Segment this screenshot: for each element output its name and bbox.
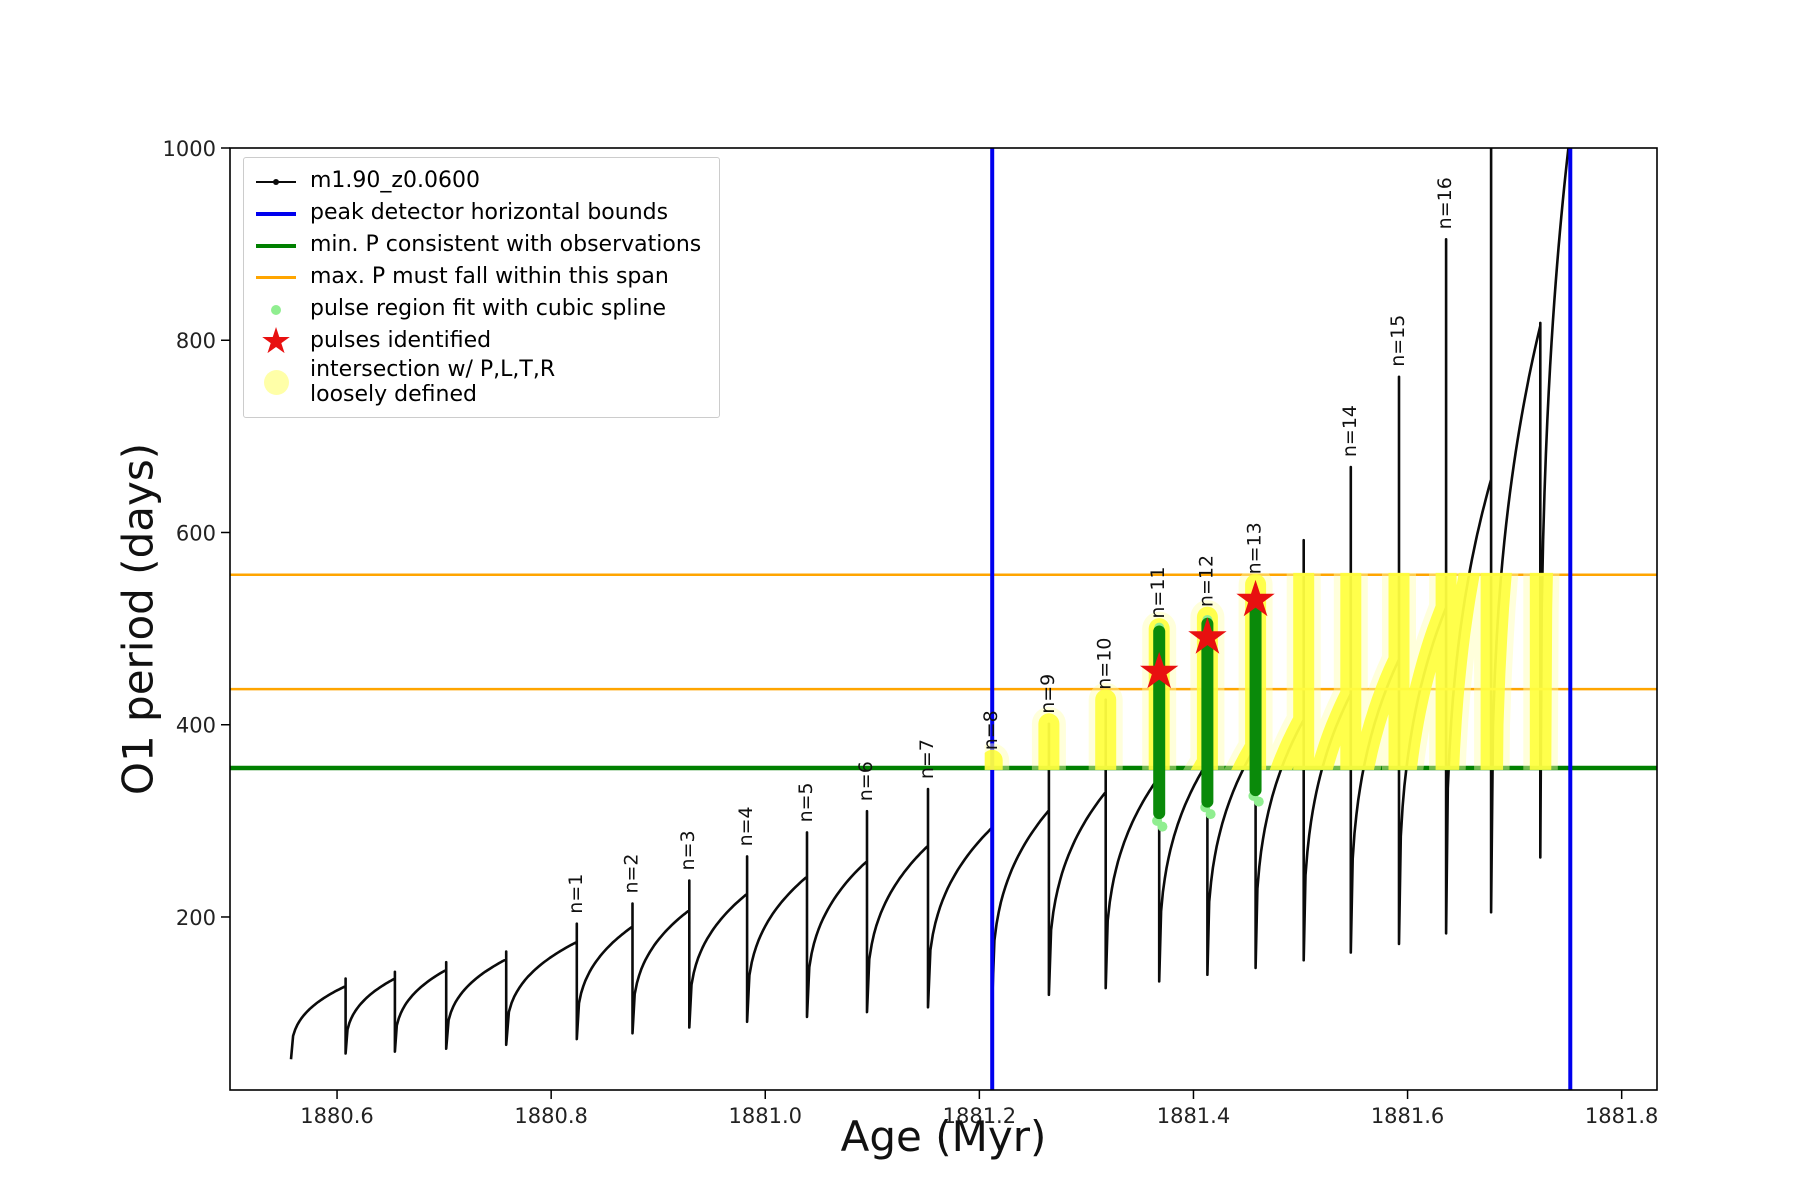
legend-label: min. P consistent with observations [310,232,702,258]
cycle-label: n=10 [1094,638,1116,690]
legend-item-spline: pulse region fit with cubic spline [254,294,701,325]
axes: 1880.6 1880.8 1881.0 1881.2 1881.4 1881.6 1881… [163,137,1659,1128]
cycle-label: n=12 [1195,555,1217,607]
x-tick-label: 1881.4 [1157,1104,1230,1128]
pulse-star-icon: ★ [1233,570,1278,628]
y-tick-label: 800 [176,329,216,353]
legend-label: m1.90_z0.0600 [310,168,480,194]
x-tick-label: 1880.8 [514,1104,587,1128]
green-line-swatch [254,231,298,261]
cycle-label: n=7 [916,739,938,779]
green-dot-swatch [254,295,298,325]
x-tick-label: 1881.0 [729,1104,802,1128]
series-line-marker-swatch [254,167,298,197]
spline-dot [1205,809,1216,820]
spline-dot [1253,796,1264,807]
blue-line-swatch [254,199,298,229]
legend-item-intersection: intersection w/ P,L,T,R loosely defined [254,357,701,407]
cycle-label: n=6 [855,761,877,801]
cycle-label: n=11 [1147,566,1169,618]
cycle-label: n=2 [621,853,643,893]
legend-item-series: m1.90_z0.0600 [254,166,701,197]
legend-label: pulses identified [310,328,492,354]
legend-label: pulse region fit with cubic spline [310,296,667,322]
spline-dot [1157,821,1168,832]
x-tick-label: 1881.8 [1585,1104,1658,1128]
red-star-icon [254,327,298,357]
legend-label: peak detector horizontal bounds [310,200,669,226]
x-tick-label: 1880.6 [300,1104,373,1128]
pulse-star-icon: ★ [1137,642,1182,700]
cycle-label: n=8 [980,710,1002,750]
legend-item-max-p: max. P must fall within this span [254,262,701,293]
x-axis-label: Age (Myr) [840,1112,1047,1161]
x-tick-label: 1881.2 [943,1104,1016,1128]
cycle-label: n=15 [1387,315,1409,367]
cycle-label: n=1 [565,874,587,914]
legend-item-min-p: min. P consistent with observations [254,230,701,261]
y-tick-label: 1000 [163,137,216,161]
legend: m1.90_z0.0600 peak detector horizontal b… [243,157,721,419]
cycle-label: n=13 [1244,522,1266,574]
y-tick-label: 400 [176,714,216,738]
cycle-label: n=14 [1339,405,1361,457]
legend-item-pulses: pulses identified [254,326,701,357]
legend-label: max. P must fall within this span [310,264,669,290]
cycle-label: n=4 [735,806,757,846]
legend-item-peak-bounds: peak detector horizontal bounds [254,198,701,229]
cycle-label: n=3 [677,830,699,870]
plot-area: ★★★n=1n=2n=3n=4n=5n=6n=7n=8n=9n=10n=11 n=… [230,148,1657,1090]
pulse-star-icon: ★ [1185,607,1230,665]
y-tick-label: 200 [176,906,216,930]
yellow-dot-swatch [254,368,298,398]
orange-line-swatch [254,263,298,293]
x-tick-label: 1881.6 [1371,1104,1444,1128]
y-tick-label: 600 [176,521,216,545]
legend-label: intersection w/ P,L,T,R loosely defined [310,357,556,407]
cycle-label: n=9 [1037,674,1059,714]
cycle-label: n=16 [1434,177,1456,229]
cycle-label: n=5 [795,782,817,822]
y-axis-label: O1 period (days) [113,442,163,796]
